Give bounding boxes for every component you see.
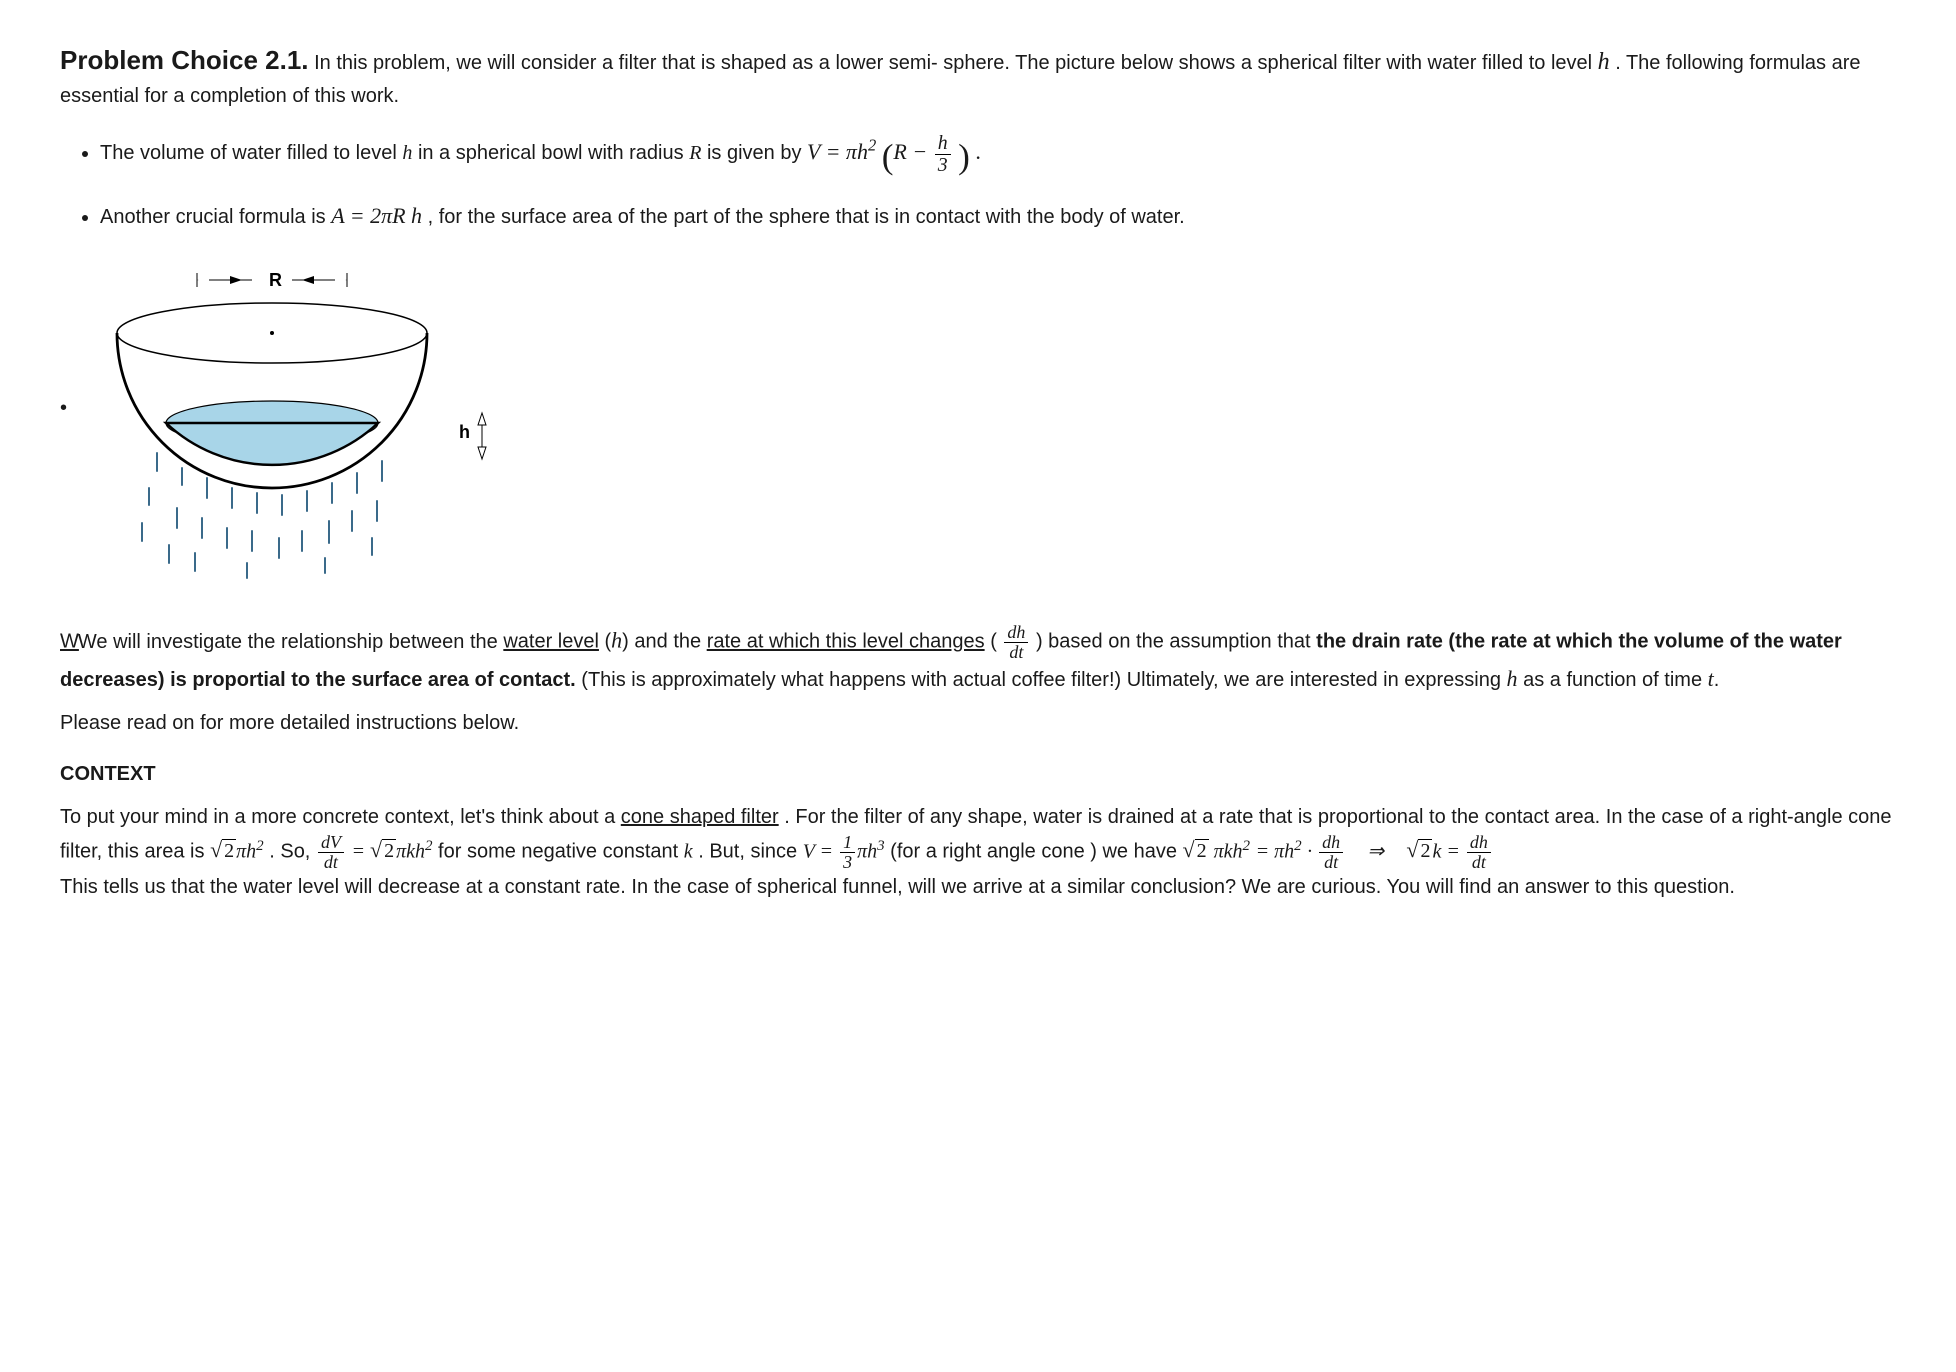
var-h: h — [1598, 49, 1610, 75]
p1-u1: water level — [503, 631, 599, 653]
formula-list: The volume of water filled to level h in… — [60, 130, 1896, 233]
exp2b: 2 — [425, 838, 433, 854]
exp2: 2 — [256, 838, 264, 854]
dt2: dt — [1319, 853, 1343, 872]
var-R: R — [689, 142, 701, 164]
exp2d: 2 — [1294, 838, 1302, 854]
ctx-f: (for a right angle cone ) we have — [890, 840, 1182, 862]
area-formula: A = 2πR h — [331, 203, 422, 228]
exp3: 3 — [877, 838, 885, 854]
p1-c: ) and the — [622, 631, 707, 653]
var-h: h — [402, 142, 412, 164]
sqrt-expr-1: √2 — [210, 840, 236, 862]
frac-den: 3 — [935, 155, 951, 176]
var-h: h — [611, 628, 622, 653]
p1-h: . — [1714, 669, 1720, 691]
one: 1 — [840, 833, 855, 853]
sqrt-expr-4: √2 — [1406, 840, 1432, 862]
bullet-icon: • — [60, 393, 67, 424]
mid-expr: πkh — [1209, 840, 1243, 862]
rhs-expr: πkh — [396, 840, 425, 862]
bullet1-text-c: is given by — [707, 142, 807, 164]
var-k: k — [684, 840, 693, 862]
eq2: = πh — [1256, 840, 1295, 862]
exp2c: 2 — [1243, 838, 1251, 854]
ctx-d: for some negative constant — [438, 840, 684, 862]
vol-exp: 2 — [868, 136, 876, 155]
frac-num: dh — [1004, 623, 1028, 643]
p1-a2: We will investigate the relationship bet… — [78, 631, 503, 653]
cone-expr: πh — [857, 840, 877, 862]
problem-title: Problem Choice 2.1. In this problem, we … — [60, 40, 1896, 112]
h-label: h — [459, 422, 470, 442]
p1-g: as a function of time — [1523, 669, 1708, 691]
p1-e: ) based on the assumption that — [1036, 631, 1316, 653]
sqrt-expr-3: √2 — [1183, 840, 1209, 862]
final-lhs: k = — [1432, 840, 1464, 862]
cone-vol: V = — [803, 840, 838, 862]
drips — [142, 453, 382, 578]
filter-diagram: R h — [87, 253, 527, 593]
bullet1-text-b: in a spherical bowl with radius — [418, 142, 689, 164]
ctx-g: This tells us that the water level will … — [60, 876, 1735, 898]
context-paragraph: To put your mind in a more concrete cont… — [60, 802, 1896, 903]
frac-num: h — [935, 133, 951, 155]
p1-u2: rate at which this level changes — [707, 631, 985, 653]
bullet2-text-b: , for the surface area of the part of th… — [428, 206, 1185, 228]
sqrt-expr-2: √2 — [370, 840, 396, 862]
list-item: Another crucial formula is A = 2πR h , f… — [100, 199, 1896, 233]
dt3: dt — [1467, 853, 1491, 872]
ctx-u1: cone shaped filter — [621, 806, 779, 828]
eq: = — [352, 840, 371, 862]
dh2: dh — [1467, 833, 1491, 853]
list-item: The volume of water filled to level h in… — [100, 130, 1896, 185]
diagram-container: • R h — [60, 253, 1896, 593]
vol-R: R − — [893, 139, 927, 164]
title-text-1: In this problem, we will consider a filt… — [314, 52, 1598, 74]
bullet2-text-a: Another crucial formula is — [100, 206, 331, 228]
main-paragraph: WWe will investigate the relationship be… — [60, 623, 1896, 696]
R-label: R — [269, 270, 282, 290]
three: 3 — [840, 853, 855, 872]
dh: dh — [1319, 833, 1343, 853]
var-h: h — [1507, 666, 1518, 691]
context-heading: CONTEXT — [60, 759, 1896, 790]
p1-f: (This is approximately what happens with… — [581, 669, 1506, 691]
vol-lhs: V = πh — [807, 139, 868, 164]
ctx-e: . But, since — [698, 840, 803, 862]
area-expr: πh — [236, 840, 256, 862]
arrow-icon: ⇒ — [1367, 840, 1384, 862]
ctx-a: To put your mind in a more concrete cont… — [60, 806, 621, 828]
read-on-paragraph: Please read on for more detailed instruc… — [60, 708, 1896, 739]
frac-den: dt — [1004, 643, 1028, 662]
p1-a: W — [60, 631, 79, 653]
dt: dt — [318, 853, 344, 872]
volume-formula: V = πh2 (R − h3 ) . — [807, 139, 981, 164]
p1-d: ( — [990, 631, 1002, 653]
title-label: Problem Choice 2.1. — [60, 45, 309, 75]
ctx-c: . So, — [269, 840, 316, 862]
bullet1-text-a: The volume of water filled to level — [100, 142, 402, 164]
dV: dV — [318, 833, 344, 853]
